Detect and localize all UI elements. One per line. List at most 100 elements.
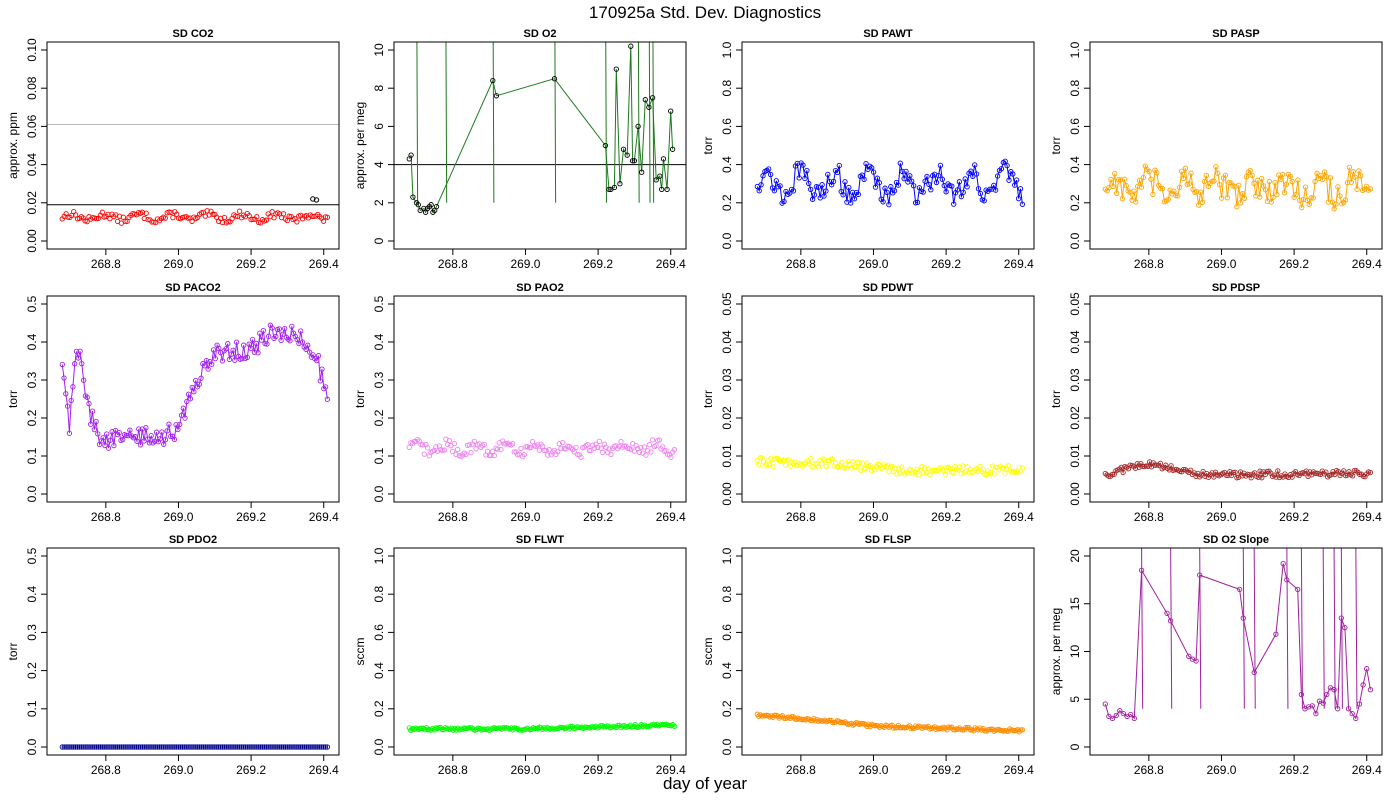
off-scale-spike	[416, 42, 419, 203]
data-point	[1305, 704, 1312, 710]
data-point	[255, 350, 261, 356]
off-scale-spike	[1199, 548, 1202, 709]
data-point	[767, 171, 774, 178]
data-point	[263, 744, 269, 750]
data-point	[318, 744, 325, 750]
data-point	[1270, 194, 1276, 201]
data-point	[320, 218, 327, 224]
data-point	[248, 345, 254, 351]
y-tick-label: 10	[372, 43, 386, 57]
data-point	[1295, 177, 1301, 183]
y-tick-label: 0.8	[1068, 80, 1082, 97]
data-point	[1295, 586, 1301, 593]
panel-title: SD PAO2	[516, 282, 563, 294]
data-point	[71, 744, 77, 750]
data-point	[204, 744, 210, 750]
data-point	[924, 173, 930, 180]
off-scale-spike	[1286, 548, 1289, 709]
data-point	[209, 361, 215, 367]
data-point	[782, 462, 789, 468]
x-tick-label: 269.2	[931, 510, 961, 524]
data-point	[543, 447, 549, 454]
data-point	[1346, 164, 1353, 171]
y-tick-label: 0.1	[25, 700, 39, 717]
data-point	[126, 744, 132, 750]
data-point	[1257, 468, 1263, 474]
plot-frame	[46, 41, 340, 250]
data-point	[501, 441, 507, 447]
data-point	[91, 426, 97, 433]
data-point	[1120, 469, 1126, 476]
data-point	[256, 744, 262, 750]
data-point	[516, 451, 522, 457]
data-point	[1367, 186, 1374, 192]
data-point	[884, 189, 890, 196]
data-point	[1356, 701, 1363, 707]
data-point	[991, 182, 997, 189]
y-tick-label: 0	[1068, 743, 1082, 750]
data-point	[815, 464, 822, 470]
data-point	[168, 744, 174, 750]
data-point	[958, 470, 964, 477]
y-tick-label: 0.0	[25, 485, 39, 502]
data-point	[1012, 182, 1018, 188]
data-point	[848, 465, 855, 471]
data-point	[152, 438, 158, 444]
y-tick-label: 20	[1068, 549, 1082, 563]
data-point	[253, 340, 259, 347]
data-point	[951, 201, 957, 207]
data-point	[153, 744, 159, 750]
y-tick-label: 0.0	[1068, 232, 1082, 249]
data-point	[1113, 712, 1119, 719]
data-point	[1243, 174, 1250, 180]
data-point	[275, 744, 281, 750]
data-point	[66, 430, 73, 436]
data-point	[433, 444, 439, 450]
data-point	[246, 744, 252, 750]
data-point	[851, 196, 858, 202]
data-point	[668, 454, 674, 461]
data-point	[315, 744, 321, 750]
data-point	[139, 744, 146, 750]
data-point	[164, 744, 170, 750]
data-point	[994, 173, 1001, 179]
data-point	[998, 166, 1005, 172]
data-point	[796, 175, 802, 181]
panel-title: SD PACO2	[165, 282, 220, 294]
data-point	[103, 744, 109, 750]
data-point	[162, 744, 168, 750]
data-point	[1010, 171, 1016, 177]
data-point	[1118, 464, 1124, 471]
data-point	[468, 449, 474, 456]
plot-area	[394, 42, 686, 215]
data-point	[859, 460, 866, 466]
data-point	[616, 443, 622, 450]
data-point	[471, 438, 477, 445]
data-point	[1182, 165, 1189, 171]
data-point	[287, 338, 293, 344]
data-point	[1310, 195, 1316, 201]
data-point	[63, 391, 69, 397]
data-point	[77, 348, 83, 354]
data-point	[903, 168, 909, 175]
x-tick-label: 269.0	[163, 510, 193, 524]
y-tick-label: 0.2	[720, 700, 734, 717]
data-point	[1140, 174, 1147, 181]
data-point	[618, 438, 624, 445]
data-point	[65, 744, 71, 750]
data-point	[807, 455, 814, 462]
data-point	[315, 353, 322, 359]
data-point	[809, 196, 816, 202]
y-tick-label: 0.4	[372, 333, 386, 350]
data-point	[1335, 706, 1341, 712]
data-point	[1298, 691, 1305, 698]
data-point	[1275, 468, 1281, 474]
data-point	[977, 190, 984, 197]
data-point	[1213, 163, 1219, 170]
data-point	[608, 451, 614, 458]
data-point	[1349, 710, 1355, 717]
plot-frame	[1089, 295, 1383, 503]
data-point	[1279, 171, 1286, 178]
panel-sd-flwt: SD FLWT sccm 0.0 0.2 0.4 0.6 0.8 1.0 268.8 269.0 2…	[353, 534, 687, 777]
